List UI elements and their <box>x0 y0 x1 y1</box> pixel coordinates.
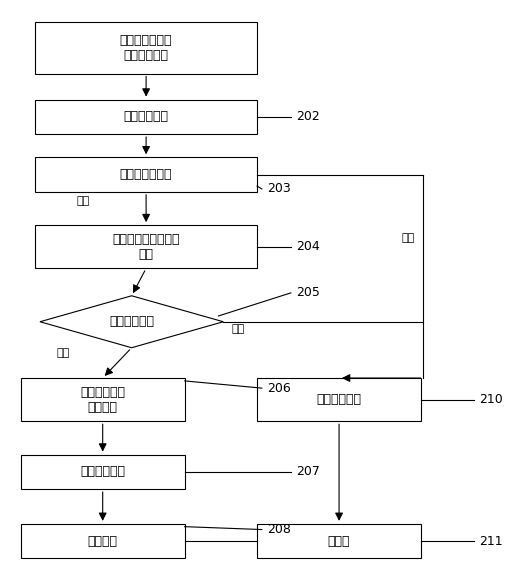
Text: 异常: 异常 <box>232 324 245 334</box>
Text: 传输单元: 传输单元 <box>88 535 118 548</box>
Text: 202: 202 <box>295 110 319 124</box>
FancyBboxPatch shape <box>21 455 185 489</box>
FancyBboxPatch shape <box>35 225 257 269</box>
Text: 第二分析单元: 第二分析单元 <box>80 465 125 478</box>
Text: 异常: 异常 <box>402 233 415 243</box>
Text: 正常: 正常 <box>57 349 70 358</box>
FancyBboxPatch shape <box>35 21 257 74</box>
Text: 204: 204 <box>295 240 319 253</box>
Text: 预设阈值单元: 预设阈值单元 <box>109 316 154 328</box>
Text: 208: 208 <box>267 523 290 536</box>
Text: 第一分析单元: 第一分析单元 <box>124 110 169 124</box>
Text: 210: 210 <box>479 393 502 406</box>
Text: 瞬态电压驻波比计算
单元: 瞬态电压驻波比计算 单元 <box>112 233 180 260</box>
FancyBboxPatch shape <box>21 524 185 559</box>
Text: 206: 206 <box>267 382 290 394</box>
Text: 触发器阈值单元: 触发器阈值单元 <box>120 168 172 181</box>
Text: 207: 207 <box>295 465 320 478</box>
Text: 高精度驻波比
计算单元: 高精度驻波比 计算单元 <box>80 386 125 414</box>
Text: 211: 211 <box>479 535 502 548</box>
FancyBboxPatch shape <box>257 524 421 559</box>
Text: 上位机: 上位机 <box>328 535 350 548</box>
Text: 入射电压信号、
反射电压信号: 入射电压信号、 反射电压信号 <box>120 34 172 61</box>
Polygon shape <box>40 296 223 348</box>
Text: 205: 205 <box>295 287 320 299</box>
FancyBboxPatch shape <box>21 378 185 421</box>
FancyBboxPatch shape <box>257 378 421 421</box>
FancyBboxPatch shape <box>35 157 257 192</box>
Text: 正常: 正常 <box>76 195 89 205</box>
Text: 203: 203 <box>267 183 290 195</box>
Text: 异常信号单元: 异常信号单元 <box>317 393 362 406</box>
FancyBboxPatch shape <box>35 100 257 134</box>
